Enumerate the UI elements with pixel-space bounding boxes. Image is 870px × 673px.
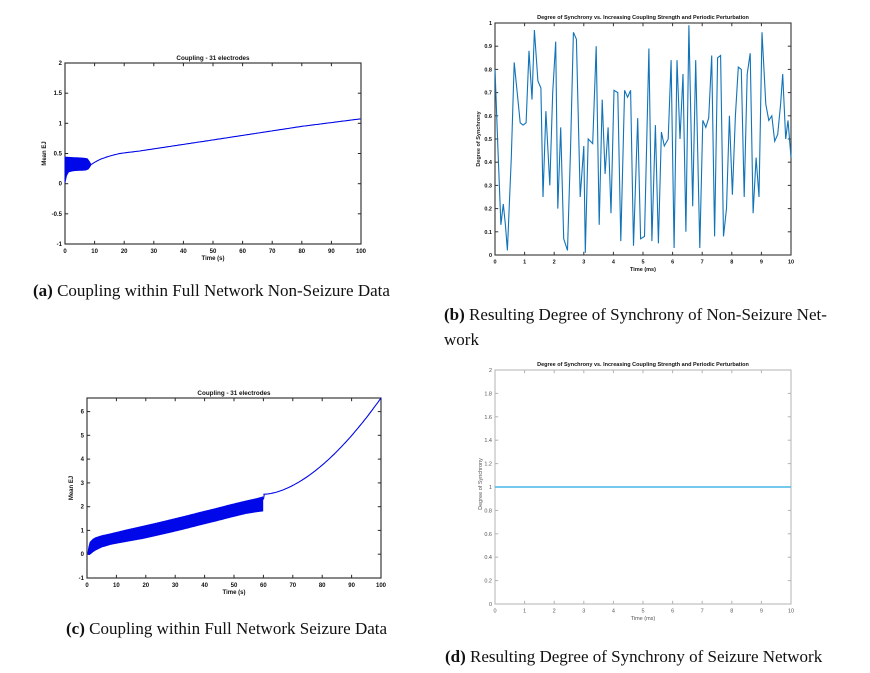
svg-text:3: 3 bbox=[582, 609, 585, 615]
svg-text:Degree of Synchrony: Degree of Synchrony bbox=[476, 110, 482, 166]
svg-text:60: 60 bbox=[239, 249, 246, 255]
svg-text:0.4: 0.4 bbox=[484, 160, 493, 166]
svg-text:1: 1 bbox=[489, 485, 492, 491]
svg-text:0.6: 0.6 bbox=[484, 114, 492, 120]
svg-text:Time (s): Time (s) bbox=[223, 590, 246, 596]
svg-text:0: 0 bbox=[63, 249, 67, 255]
svg-text:20: 20 bbox=[142, 583, 149, 589]
svg-text:10: 10 bbox=[788, 609, 794, 615]
svg-text:70: 70 bbox=[269, 249, 276, 255]
svg-text:80: 80 bbox=[298, 249, 305, 255]
svg-text:30: 30 bbox=[150, 249, 157, 255]
svg-text:0.9: 0.9 bbox=[484, 44, 492, 50]
svg-text:5: 5 bbox=[641, 609, 644, 615]
svg-text:0: 0 bbox=[59, 182, 63, 188]
svg-text:1: 1 bbox=[523, 260, 526, 266]
svg-text:1: 1 bbox=[59, 121, 63, 127]
svg-text:50: 50 bbox=[210, 249, 217, 255]
svg-text:1: 1 bbox=[81, 528, 85, 534]
svg-text:40: 40 bbox=[201, 583, 208, 589]
svg-text:Mean EJ: Mean EJ bbox=[42, 141, 48, 165]
svg-text:100: 100 bbox=[376, 583, 387, 589]
svg-text:6: 6 bbox=[671, 260, 674, 266]
svg-text:-1: -1 bbox=[79, 576, 85, 582]
svg-text:40: 40 bbox=[180, 249, 187, 255]
svg-text:1.2: 1.2 bbox=[484, 462, 492, 468]
svg-text:0: 0 bbox=[489, 253, 492, 259]
svg-text:5: 5 bbox=[81, 433, 85, 439]
svg-text:1.6: 1.6 bbox=[484, 415, 492, 421]
svg-text:80: 80 bbox=[319, 583, 326, 589]
svg-text:0.3: 0.3 bbox=[484, 183, 492, 189]
svg-text:90: 90 bbox=[328, 249, 335, 255]
svg-text:7: 7 bbox=[701, 609, 704, 615]
svg-text:20: 20 bbox=[121, 249, 128, 255]
svg-text:Degree of Synchrony vs. Increa: Degree of Synchrony vs. Increasing Coupl… bbox=[537, 362, 749, 368]
svg-text:0: 0 bbox=[85, 583, 89, 589]
svg-text:9: 9 bbox=[760, 260, 763, 266]
svg-text:0.5: 0.5 bbox=[54, 152, 63, 158]
svg-text:50: 50 bbox=[231, 583, 238, 589]
svg-text:Degree of Synchrony: Degree of Synchrony bbox=[478, 458, 484, 510]
svg-text:2: 2 bbox=[59, 61, 63, 67]
svg-text:60: 60 bbox=[260, 583, 267, 589]
svg-text:Time (s): Time (s) bbox=[202, 256, 225, 262]
svg-text:2: 2 bbox=[553, 260, 556, 266]
svg-text:2: 2 bbox=[489, 368, 492, 374]
svg-text:90: 90 bbox=[348, 583, 355, 589]
svg-text:Time (ms): Time (ms) bbox=[631, 616, 656, 622]
svg-text:Mean EJ: Mean EJ bbox=[69, 476, 75, 500]
svg-text:6: 6 bbox=[81, 410, 85, 416]
svg-text:Degree of Synchrony vs. Increa: Degree of Synchrony vs. Increasing Coupl… bbox=[537, 15, 749, 21]
svg-text:0.7: 0.7 bbox=[484, 91, 492, 97]
svg-text:7: 7 bbox=[701, 260, 704, 266]
svg-text:2: 2 bbox=[81, 505, 85, 511]
svg-text:6: 6 bbox=[671, 609, 674, 615]
svg-text:1.5: 1.5 bbox=[54, 91, 63, 97]
svg-text:-0.5: -0.5 bbox=[52, 212, 63, 218]
svg-text:1.8: 1.8 bbox=[484, 391, 492, 397]
svg-text:30: 30 bbox=[172, 583, 179, 589]
svg-text:4: 4 bbox=[612, 609, 615, 615]
svg-text:3: 3 bbox=[81, 481, 85, 487]
svg-text:1.4: 1.4 bbox=[484, 438, 492, 444]
svg-text:0: 0 bbox=[489, 602, 492, 608]
svg-text:10: 10 bbox=[91, 249, 98, 255]
svg-text:Coupling - 31 electrodes: Coupling - 31 electrodes bbox=[197, 390, 271, 397]
svg-text:0.6: 0.6 bbox=[484, 532, 492, 538]
svg-text:100: 100 bbox=[356, 249, 367, 255]
svg-text:0.5: 0.5 bbox=[484, 137, 492, 143]
svg-text:0.4: 0.4 bbox=[484, 555, 492, 561]
svg-text:5: 5 bbox=[641, 260, 644, 266]
svg-text:10: 10 bbox=[113, 583, 120, 589]
svg-text:1: 1 bbox=[523, 609, 526, 615]
svg-text:0.8: 0.8 bbox=[484, 67, 492, 73]
svg-text:-1: -1 bbox=[57, 242, 63, 248]
svg-text:0.2: 0.2 bbox=[484, 579, 492, 585]
svg-text:Coupling - 31 electrodes: Coupling - 31 electrodes bbox=[176, 55, 250, 62]
svg-text:3: 3 bbox=[582, 260, 585, 266]
svg-text:8: 8 bbox=[730, 609, 733, 615]
svg-text:0.2: 0.2 bbox=[484, 207, 492, 213]
svg-text:4: 4 bbox=[81, 457, 85, 463]
svg-text:0: 0 bbox=[493, 609, 496, 615]
svg-text:8: 8 bbox=[730, 260, 733, 266]
svg-text:10: 10 bbox=[788, 260, 794, 266]
svg-text:4: 4 bbox=[612, 260, 616, 266]
svg-text:70: 70 bbox=[289, 583, 296, 589]
svg-text:0.8: 0.8 bbox=[484, 508, 492, 514]
svg-text:1: 1 bbox=[489, 21, 492, 27]
svg-text:2: 2 bbox=[553, 609, 556, 615]
svg-text:0.1: 0.1 bbox=[484, 230, 492, 236]
svg-text:0: 0 bbox=[81, 552, 85, 558]
svg-text:0: 0 bbox=[493, 260, 496, 266]
svg-text:Time (ms): Time (ms) bbox=[630, 267, 656, 273]
svg-text:9: 9 bbox=[760, 609, 763, 615]
